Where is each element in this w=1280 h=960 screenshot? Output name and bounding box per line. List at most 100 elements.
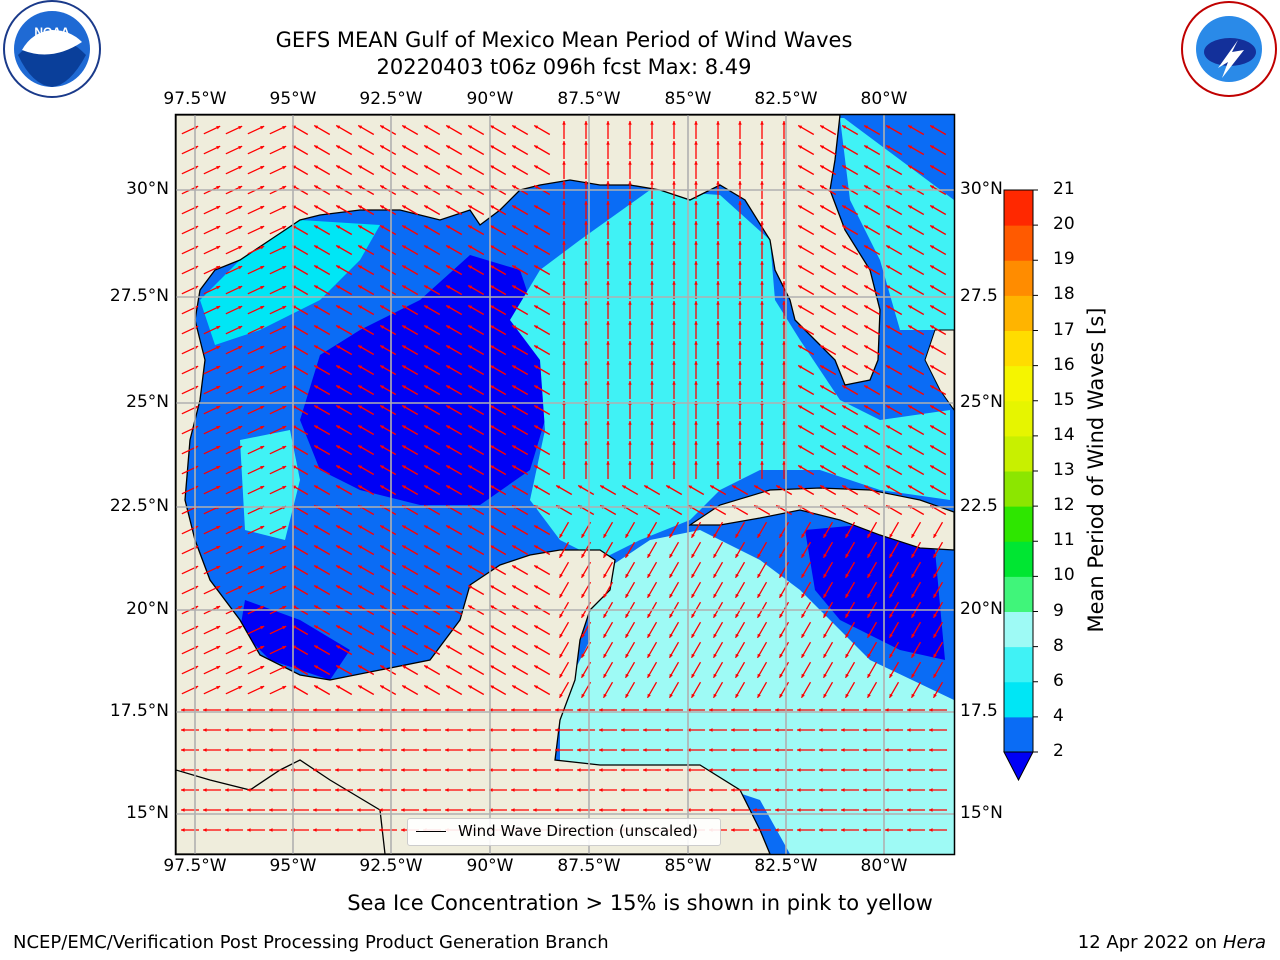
wind-wave-arrow xyxy=(628,261,632,279)
wind-wave-arrow xyxy=(467,748,485,752)
wind-wave-arrow xyxy=(401,524,419,536)
wind-wave-arrow xyxy=(694,161,698,179)
wind-wave-arrow xyxy=(313,524,331,536)
wind-wave-arrow xyxy=(335,828,353,832)
wind-wave-arrow xyxy=(929,484,947,496)
wind-wave-arrow xyxy=(841,464,859,476)
wind-wave-arrow xyxy=(357,708,375,712)
wind-wave-arrow xyxy=(646,661,658,679)
wind-wave-arrow xyxy=(584,341,588,359)
wind-wave-arrow xyxy=(738,161,742,179)
wind-wave-arrow xyxy=(562,141,566,159)
wind-wave-arrow xyxy=(797,708,815,712)
wind-wave-arrow xyxy=(621,788,639,792)
wind-wave-arrow xyxy=(643,768,661,772)
wind-wave-arrow xyxy=(929,404,947,416)
wind-wave-arrow xyxy=(650,201,654,219)
wind-wave-arrow xyxy=(797,444,815,456)
wind-wave-arrow xyxy=(401,284,419,296)
wind-wave-arrow xyxy=(606,261,610,279)
wind-wave-arrow xyxy=(533,364,551,376)
wind-wave-arrow xyxy=(335,524,353,536)
wind-wave-arrow xyxy=(819,708,837,712)
wind-wave-arrow xyxy=(756,641,768,659)
wind-wave-arrow xyxy=(584,461,588,479)
wind-wave-arrow xyxy=(269,285,287,295)
wind-wave-arrow xyxy=(782,261,786,279)
wind-wave-arrow xyxy=(885,788,903,792)
wind-wave-arrow xyxy=(760,221,764,239)
wind-wave-arrow xyxy=(423,304,441,316)
wind-wave-arrow xyxy=(577,484,595,496)
wind-wave-arrow xyxy=(577,788,595,792)
wind-wave-arrow xyxy=(269,808,287,812)
wind-wave-arrow xyxy=(797,144,815,156)
wind-wave-arrow xyxy=(467,584,485,596)
wind-wave-arrow xyxy=(599,484,617,496)
wind-wave-arrow xyxy=(863,748,881,752)
wind-wave-arrow xyxy=(738,281,742,299)
wind-wave-arrow xyxy=(357,484,375,496)
wind-wave-arrow xyxy=(716,141,720,159)
wind-wave-arrow xyxy=(335,684,353,696)
colorbar-segment xyxy=(1004,260,1033,296)
wind-wave-arrow xyxy=(907,244,925,256)
wind-wave-arrow xyxy=(445,404,463,416)
colorbar-tick-label: 10 xyxy=(1053,565,1075,586)
wind-wave-arrow xyxy=(203,828,221,832)
wind-wave-arrow xyxy=(694,461,698,479)
wind-wave-arrow xyxy=(401,244,419,256)
colorbar-segment xyxy=(1004,716,1033,753)
wind-wave-arrow xyxy=(760,421,764,439)
wind-wave-arrow xyxy=(225,828,243,832)
wind-wave-arrow xyxy=(511,788,529,792)
wind-wave-arrow xyxy=(225,285,243,295)
wind-wave-arrow xyxy=(225,625,243,635)
wind-wave-arrow xyxy=(247,125,265,135)
wind-wave-arrow xyxy=(866,621,878,639)
wind-wave-arrow xyxy=(423,788,441,792)
wind-wave-arrow xyxy=(269,625,287,635)
wind-wave-arrow xyxy=(863,484,881,496)
wind-wave-arrow xyxy=(760,201,764,219)
wind-wave-arrow xyxy=(650,381,654,399)
wind-wave-arrow xyxy=(313,424,331,436)
wind-wave-arrow xyxy=(709,808,727,812)
wind-wave-arrow xyxy=(247,325,265,335)
wind-wave-arrow xyxy=(888,641,900,659)
wind-wave-arrow xyxy=(797,404,815,416)
wind-wave-arrow xyxy=(269,585,287,595)
wind-wave-arrow xyxy=(225,365,243,375)
wind-wave-arrow xyxy=(885,204,903,216)
wind-wave-arrow xyxy=(467,204,485,216)
wind-wave-arrow xyxy=(841,264,859,276)
wind-wave-arrow xyxy=(203,425,221,435)
wind-wave-arrow xyxy=(533,624,551,636)
wind-wave-arrow xyxy=(841,304,859,316)
wind-wave-arrow xyxy=(672,161,676,179)
wind-wave-arrow xyxy=(602,581,614,599)
wind-wave-arrow xyxy=(734,681,746,699)
wind-wave-arrow xyxy=(269,768,287,772)
wind-wave-arrow xyxy=(489,344,507,356)
wind-wave-arrow xyxy=(467,424,485,436)
wind-wave-arrow xyxy=(738,141,742,159)
wind-wave-arrow xyxy=(932,621,944,639)
wind-wave-arrow xyxy=(584,421,588,439)
wind-wave-arrow xyxy=(269,365,287,375)
wind-wave-arrow xyxy=(335,244,353,256)
wind-wave-arrow xyxy=(668,581,680,599)
wind-wave-arrow xyxy=(929,384,947,396)
wind-wave-arrow xyxy=(562,421,566,439)
wind-wave-arrow xyxy=(181,828,199,832)
wind-wave-arrow xyxy=(511,464,529,476)
wind-wave-arrow xyxy=(672,441,676,459)
wind-wave-arrow xyxy=(313,644,331,656)
wind-wave-arrow xyxy=(606,301,610,319)
wind-wave-arrow xyxy=(467,264,485,276)
wind-wave-arrow xyxy=(423,524,441,536)
wind-wave-arrow xyxy=(511,664,529,676)
wind-wave-arrow xyxy=(690,541,702,559)
colorbar-tick-label: 12 xyxy=(1053,495,1075,516)
wind-wave-arrow xyxy=(760,461,764,479)
